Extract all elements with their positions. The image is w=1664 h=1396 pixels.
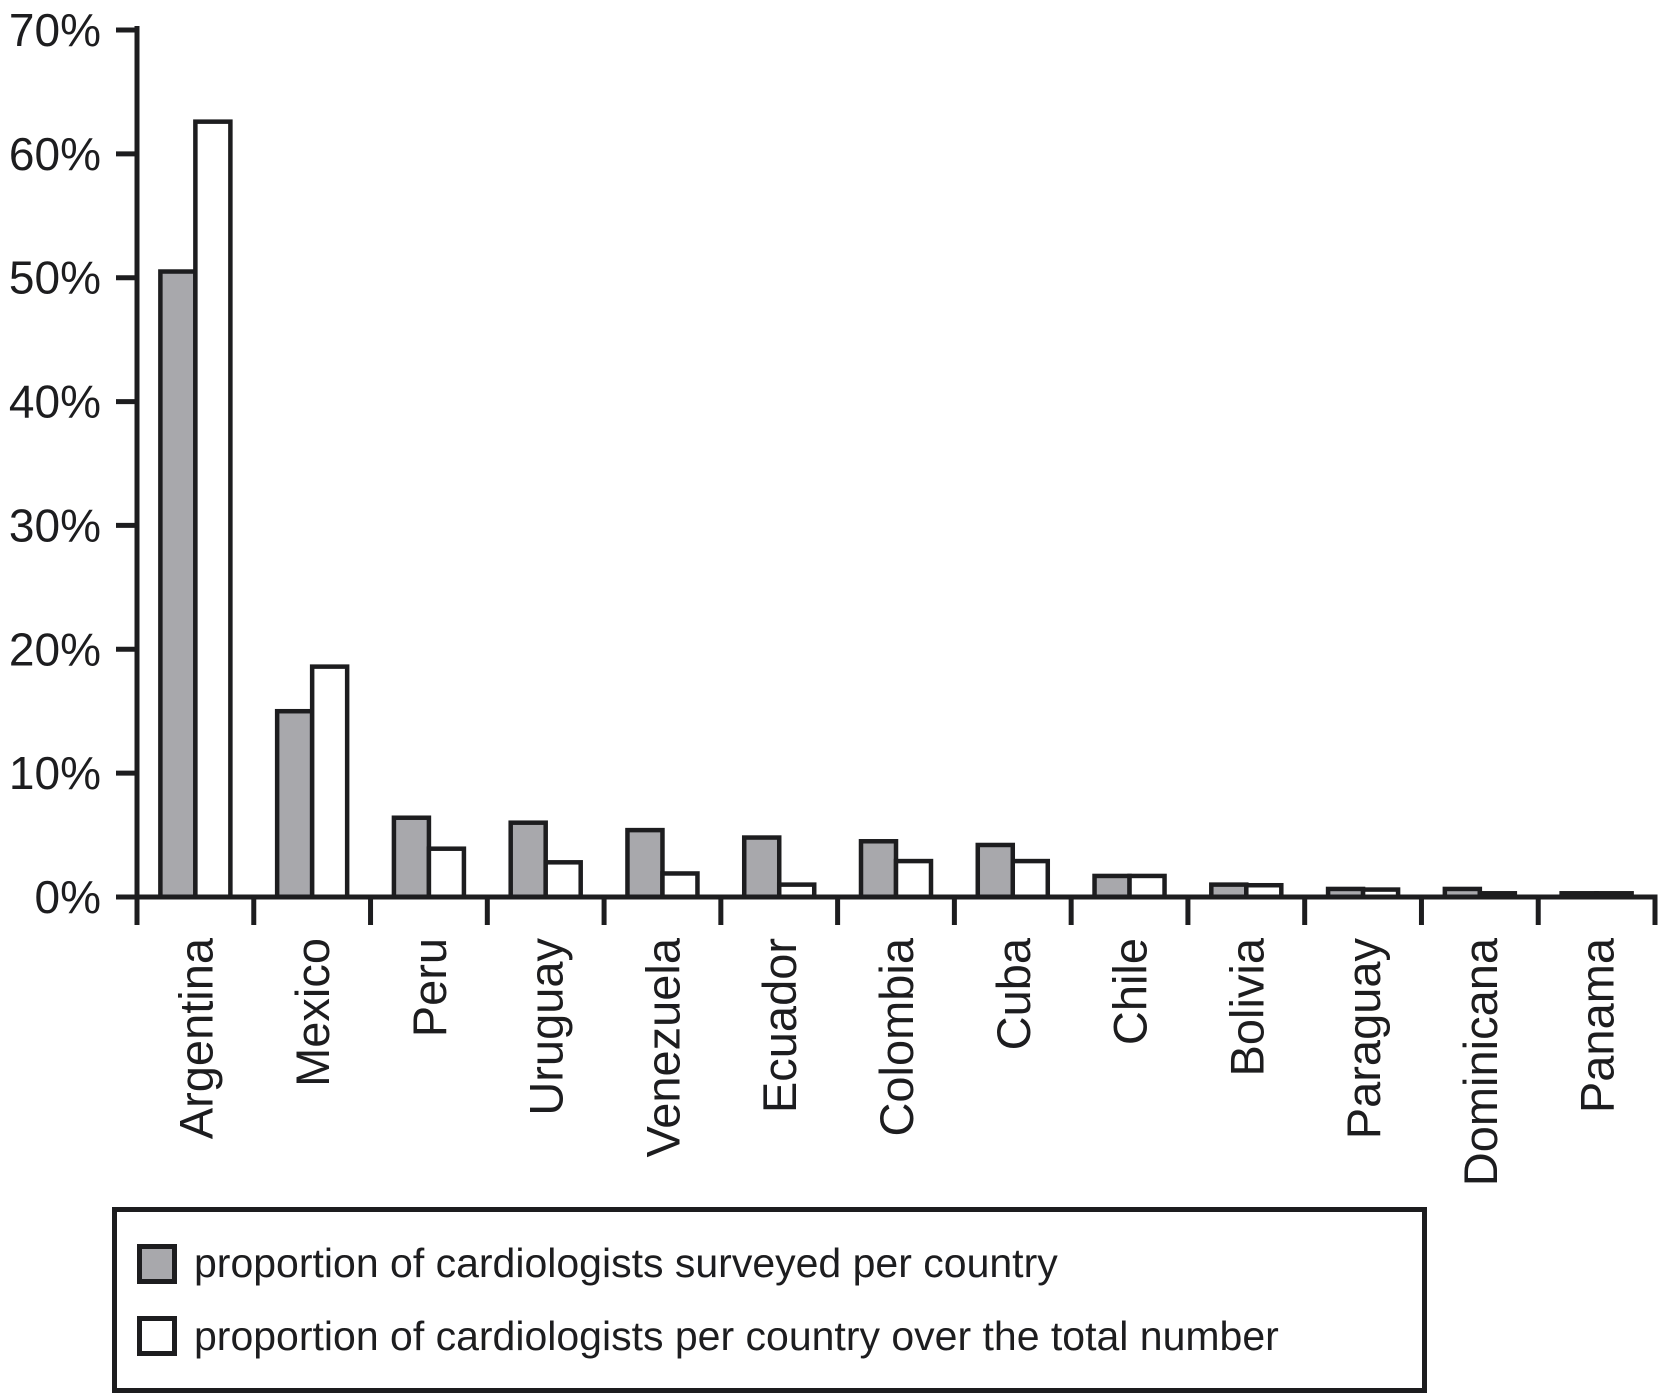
bar-colombia-surveyed [858, 839, 899, 900]
legend-swatch-total-icon [137, 1316, 177, 1357]
bar-chile-total [1127, 873, 1167, 900]
bar-ecuador-surveyed [741, 835, 782, 900]
y-tick-label: 70% [9, 4, 101, 56]
x-axis-label-uruguay: Uruguay [520, 938, 573, 1116]
legend: proportion of cardiologists surveyed per… [112, 1207, 1427, 1393]
legend-label-surveyed: proportion of cardiologists surveyed per… [194, 1240, 1058, 1287]
x-axis-label-paraguay: Paraguay [1337, 938, 1390, 1140]
legend-item-total: proportion of cardiologists per country … [137, 1312, 1422, 1359]
bar-argentina-total [193, 119, 233, 900]
x-axis-label-chile: Chile [1104, 938, 1157, 1045]
bar-mexico-total [309, 664, 350, 900]
x-axis-label-panama: Panama [1571, 937, 1624, 1113]
bar-chile-surveyed [1092, 873, 1132, 900]
x-axis-label-argentina: Argentina [169, 937, 222, 1139]
y-tick-label: 20% [9, 623, 101, 675]
bar-cuba-total [1010, 858, 1051, 900]
bar-venezuela-surveyed [625, 827, 665, 900]
y-tick-label: 0% [35, 871, 101, 923]
y-tick-label: 40% [9, 376, 101, 428]
legend-item-surveyed: proportion of cardiologists surveyed per… [137, 1243, 1422, 1284]
legend-label-total: proportion of cardiologists per country … [194, 1312, 1279, 1359]
bar-colombia-total [893, 858, 934, 900]
bar-peru-surveyed [391, 815, 432, 900]
legend-swatch-surveyed-icon [137, 1243, 177, 1284]
x-axis-label-peru: Peru [403, 938, 456, 1037]
y-tick-label: 30% [9, 499, 101, 551]
x-axis-label-venezuela: Venezuela [636, 937, 689, 1157]
x-axis-label-colombia: Colombia [870, 937, 923, 1136]
y-tick-label: 60% [9, 128, 101, 180]
bar-venezuela-total [660, 871, 700, 900]
bar-uruguay-total [543, 860, 583, 900]
bar-chart: 0% 10% 20% 30% 40% 50% 60% 70% Argentina Mexico Pe… [9, 4, 1658, 1186]
bar-cuba-surveyed [975, 842, 1016, 900]
x-axis-label-ecuador: Ecuador [753, 938, 806, 1113]
bar-mexico-surveyed [274, 708, 315, 900]
x-axis-label-mexico: Mexico [286, 938, 339, 1087]
x-axis-label-cuba: Cuba [987, 937, 1040, 1050]
y-tick-label: 10% [9, 747, 101, 799]
x-axis-label-dominicana: Dominicana [1454, 937, 1507, 1186]
bar-peru-total [426, 846, 467, 900]
bar-argentina-surveyed [158, 269, 198, 900]
x-axis-label-bolivia: Bolivia [1220, 937, 1273, 1076]
bar-uruguay-surveyed [508, 820, 548, 900]
y-tick-label: 50% [9, 252, 101, 304]
